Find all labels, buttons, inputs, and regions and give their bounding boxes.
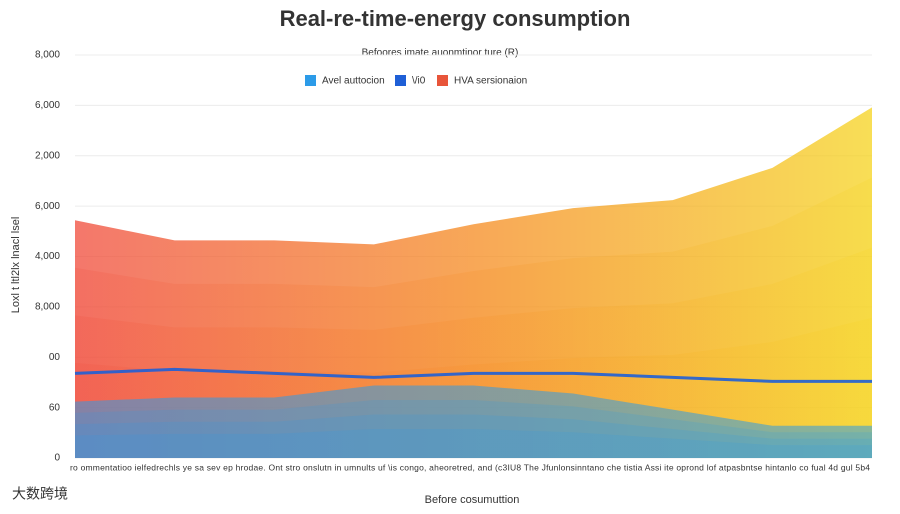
subtitle: Befoores imate auonmtinor ture (R) bbox=[362, 48, 519, 59]
y-tick-label: 00 bbox=[49, 352, 61, 363]
legend-label: Avel auttocion bbox=[322, 76, 385, 87]
y-tick-label: 8,000 bbox=[35, 50, 60, 61]
watermark: 大数跨境 bbox=[12, 486, 68, 502]
series-band bbox=[75, 399, 872, 458]
legend-swatch bbox=[437, 75, 448, 86]
series-line bbox=[74, 367, 872, 383]
chart-title: Real-re-time-energy consumption bbox=[280, 6, 631, 31]
y-tick-label: 8,000 bbox=[35, 302, 60, 313]
y-axis-title: Loxl t ltl2lx lnacl lsel bbox=[10, 217, 22, 314]
legend-swatch bbox=[305, 75, 316, 86]
y-tick-label: 60 bbox=[49, 402, 61, 413]
series-band bbox=[75, 414, 872, 458]
legend-label: HVA sersionaion bbox=[454, 76, 527, 87]
y-tick-label: 4,000 bbox=[35, 251, 60, 262]
y-tick-label: 6,000 bbox=[35, 201, 60, 212]
x-axis-title: Before cosumuttion bbox=[425, 494, 520, 506]
series-area bbox=[75, 385, 872, 458]
y-tick-label: 6,000 bbox=[35, 100, 60, 111]
legend-label: \/i0 bbox=[412, 76, 426, 87]
series-band bbox=[75, 428, 872, 458]
caption: ro ommentatioo ielfedrechls ye sa sev ep… bbox=[70, 462, 870, 472]
legend-swatch bbox=[395, 75, 406, 86]
y-tick-label: 2,000 bbox=[35, 150, 60, 161]
y-tick-label: 0 bbox=[54, 453, 60, 464]
